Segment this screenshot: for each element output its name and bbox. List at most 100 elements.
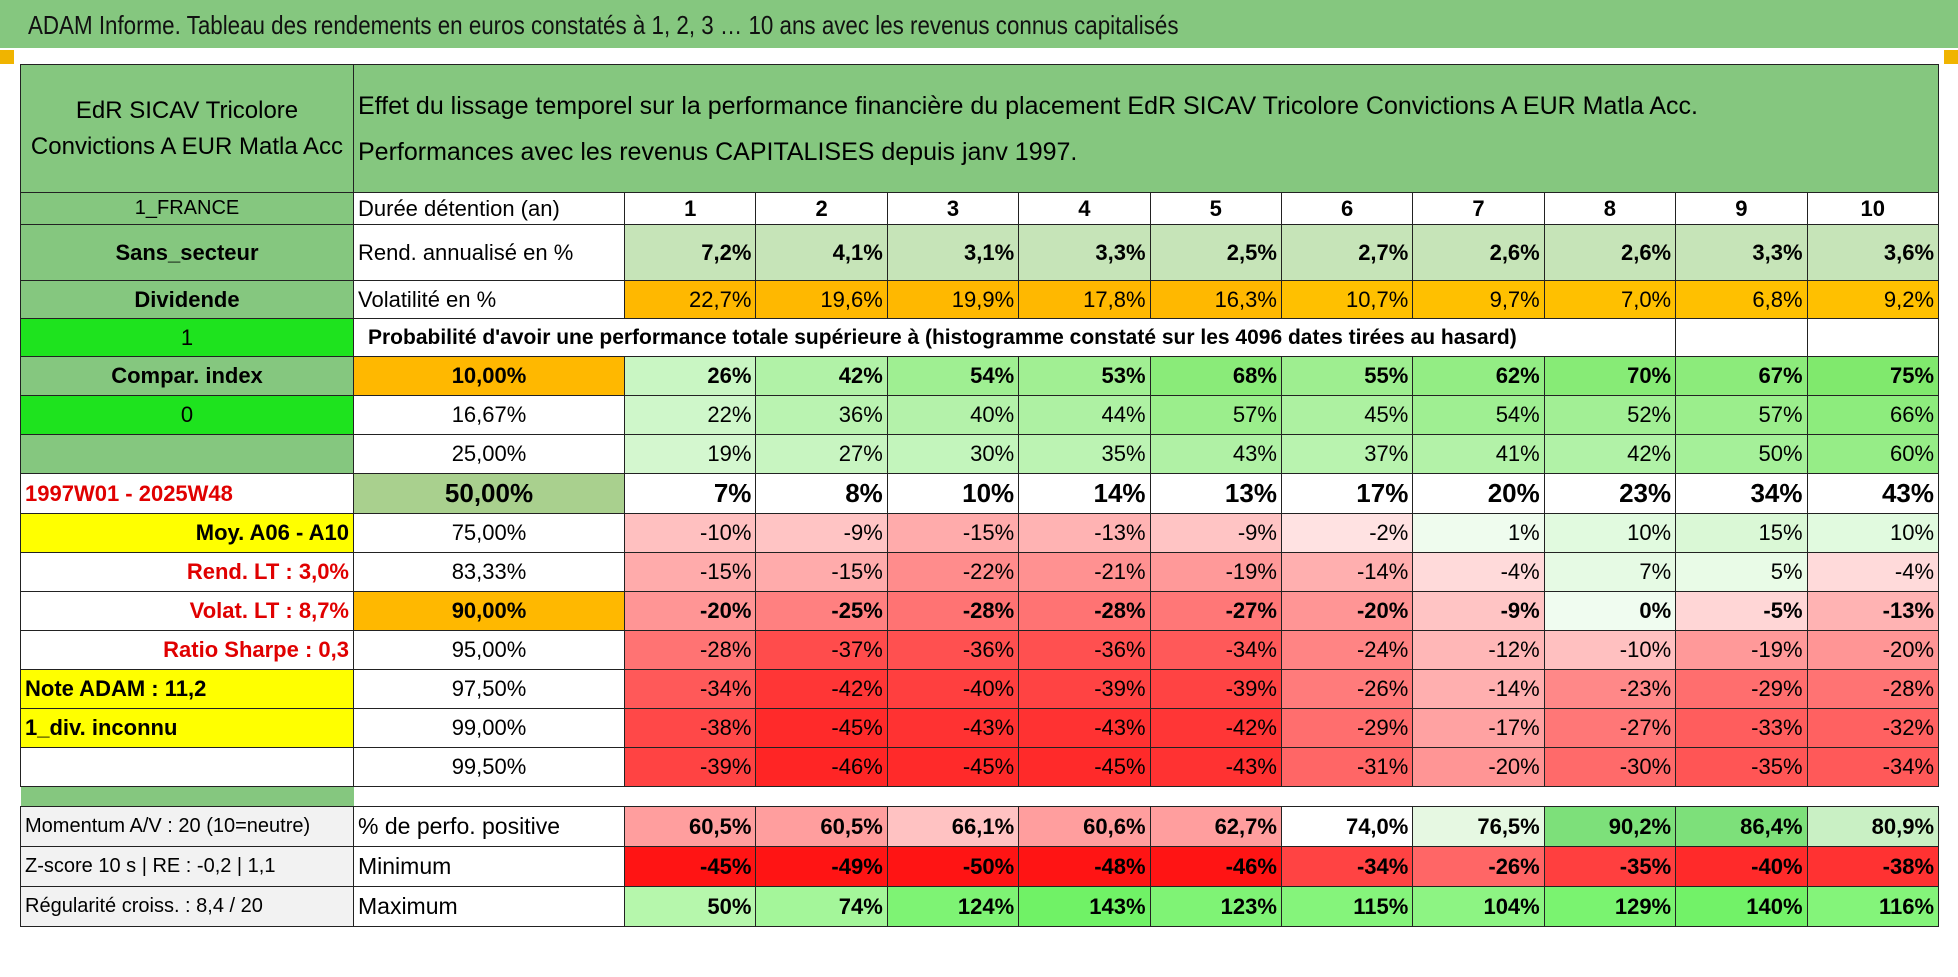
prob-cell: 42% xyxy=(755,356,888,396)
prob-cell: -9% xyxy=(1412,591,1545,631)
spacer xyxy=(353,786,1939,807)
threshold-cell: 83,33% xyxy=(353,552,625,592)
prob-cell: -39% xyxy=(1149,669,1282,709)
prob-cell: 35% xyxy=(1018,434,1151,474)
duration-4: 4 xyxy=(1018,192,1151,225)
prob-cell: 57% xyxy=(1149,395,1282,435)
prob-cell: 17% xyxy=(1280,473,1414,514)
side-zscore: Z-score 10 s | RE : -0,2 | 1,1 xyxy=(20,846,354,887)
bottom-cell: 90,2% xyxy=(1543,806,1677,847)
prob-cell: 15% xyxy=(1675,513,1808,553)
prob-cell: -21% xyxy=(1018,552,1151,592)
prob-cell: -40% xyxy=(886,669,1020,709)
vol-cell: 17,8% xyxy=(1018,280,1151,319)
side-div-inconnu: 1_div. inconnu xyxy=(20,708,354,748)
prob-cell: 1% xyxy=(1412,513,1545,553)
bottom-cell: 115% xyxy=(1280,886,1414,927)
side-regularite: Régularité croiss. : 8,4 / 20 xyxy=(20,886,354,927)
table-row: 1997W01 - 2025W48 50,00% 7% 8% 10% 14% 13% 17% 2… xyxy=(20,473,1940,514)
bottom-cell: -49% xyxy=(755,846,888,887)
threshold-cell: 25,00% xyxy=(353,434,625,474)
duration-7: 7 xyxy=(1412,192,1545,225)
prob-cell: 75% xyxy=(1806,356,1940,396)
prob-cell: -24% xyxy=(1280,630,1414,670)
duration-9: 9 xyxy=(1675,192,1808,225)
prob-cell: 53% xyxy=(1018,356,1151,396)
prob-cell: -29% xyxy=(1280,708,1414,748)
table-header: Effet du lissage temporel sur la perform… xyxy=(352,64,1940,193)
prob-cell: -19% xyxy=(1149,552,1282,592)
prob-cell: -20% xyxy=(623,591,757,631)
bottom-cell: 116% xyxy=(1806,886,1940,927)
bottom-cell: -50% xyxy=(886,846,1020,887)
bottom-cell: 143% xyxy=(1018,886,1151,927)
threshold-cell: 97,50% xyxy=(353,669,625,709)
bottom-cell: 80,9% xyxy=(1806,806,1940,847)
prob-cell: -38% xyxy=(623,708,757,748)
prob-cell: -4% xyxy=(1806,552,1940,592)
duration-8: 8 xyxy=(1543,192,1677,225)
prob-cell: 22% xyxy=(623,395,757,435)
prob-cell: 26% xyxy=(623,356,757,396)
table-row: Compar. index 10,00% 26% 42% 54% 53% 68% 55% 62%… xyxy=(20,356,1940,396)
prob-cell: 8% xyxy=(755,473,888,514)
table-row: 25,00% 19% 27% 30% 35% 43% 37% 41% 42% 50% 60% xyxy=(20,434,1940,474)
bottom-cell: -45% xyxy=(623,846,757,887)
bottom-cell: -48% xyxy=(1018,846,1151,887)
spacer-green xyxy=(20,786,354,807)
bottom-cell: 62,7% xyxy=(1149,806,1282,847)
vol-cell: 6,8% xyxy=(1675,280,1808,319)
table-row: Ratio Sharpe : 0,3 95,00% -28% -37% -36% -36%… xyxy=(20,630,1940,670)
prob-cell: -19% xyxy=(1675,630,1808,670)
table-row: Momentum A/V : 20 (10=neutre)% de perfo.… xyxy=(20,806,1940,847)
prob-cell: 0% xyxy=(1543,591,1677,631)
prob-cell: -29% xyxy=(1675,669,1808,709)
side-period: 1997W01 - 2025W48 xyxy=(20,473,354,514)
bottom-cell: -38% xyxy=(1806,846,1940,887)
bottom-cell: 86,4% xyxy=(1675,806,1808,847)
prob-cell: -36% xyxy=(886,630,1020,670)
prob-cell: 57% xyxy=(1675,395,1808,435)
prob-cell: 43% xyxy=(1149,434,1282,474)
side-moy: Moy. A06 - A10 xyxy=(20,513,354,553)
prob-cell: -2% xyxy=(1280,513,1414,553)
prob-cell: 7% xyxy=(623,473,757,514)
prob-cell: -9% xyxy=(755,513,888,553)
prob-cell: 43% xyxy=(1806,473,1940,514)
report-title: ADAM Informe. Tableau des rendements en … xyxy=(28,10,1179,40)
table-row: Dividende Volatilité en % 22,7% 19,6% 19,9% 1… xyxy=(20,280,1940,319)
prob-cell: 41% xyxy=(1412,434,1545,474)
title-bar: ADAM Informe. Tableau des rendements en … xyxy=(0,0,1958,50)
prob-cell: -15% xyxy=(755,552,888,592)
threshold-cell: 90,00% xyxy=(353,591,625,631)
table-row: Rend. LT : 3,0% 83,33% -15% -15% -22% -21% -19… xyxy=(20,552,1940,592)
prob-cell: -32% xyxy=(1806,708,1940,748)
side-volat-lt: Volat. LT : 8,7% xyxy=(20,591,354,631)
vol-cell: 16,3% xyxy=(1149,280,1282,319)
table-row: Moy. A06 - A10 75,00% -10% -9% -15% -13% -9% -2… xyxy=(20,513,1940,553)
prob-cell: -15% xyxy=(623,552,757,592)
prob-cell: -43% xyxy=(1018,708,1151,748)
prob-cell: -13% xyxy=(1018,513,1151,553)
bottom-cell: -46% xyxy=(1149,846,1282,887)
prob-cell: 27% xyxy=(755,434,888,474)
bottom-cell: 66,1% xyxy=(886,806,1020,847)
prob-cell: -39% xyxy=(1018,669,1151,709)
prob-cell: 50% xyxy=(1675,434,1808,474)
prob-cell: -34% xyxy=(1806,747,1940,787)
prob-cell: -30% xyxy=(1543,747,1677,787)
prob-cell: -45% xyxy=(1018,747,1151,787)
bottom-cell: 76,5% xyxy=(1412,806,1545,847)
bottom-cell: 60,6% xyxy=(1018,806,1151,847)
prob-cell: -27% xyxy=(1543,708,1677,748)
prob-cell: 19% xyxy=(623,434,757,474)
prob-cell: 42% xyxy=(1543,434,1677,474)
prob-cell: -43% xyxy=(886,708,1020,748)
bottom-label: Minimum xyxy=(353,846,625,887)
table-row: Sans_secteur Rend. annualisé en % 7,2% 4,1%… xyxy=(20,224,1940,281)
rend-cell: 2,6% xyxy=(1412,224,1545,281)
prob-cell: -34% xyxy=(623,669,757,709)
prob-cell: 55% xyxy=(1280,356,1414,396)
vol-cell: 7,0% xyxy=(1543,280,1677,319)
rend-cell: 3,6% xyxy=(1806,224,1940,281)
